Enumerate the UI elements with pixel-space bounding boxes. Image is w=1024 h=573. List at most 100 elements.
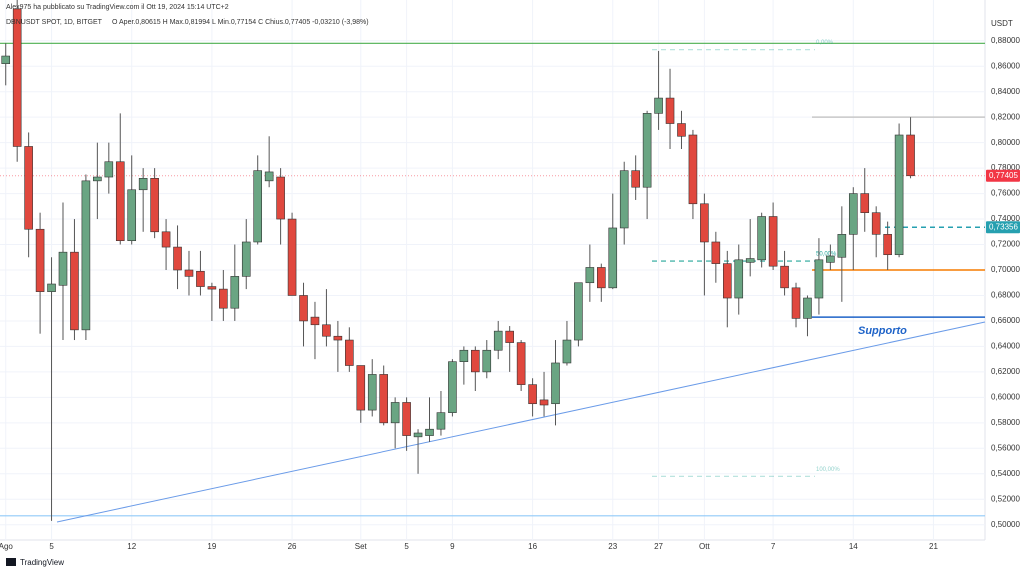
x-tick-label: Ott [699, 542, 710, 551]
x-tick-label: 14 [849, 542, 858, 551]
candle-body [665, 97, 675, 124]
trend-line [56, 321, 986, 523]
candle-body [848, 193, 858, 235]
y-tick-label: 0,58000 [991, 418, 1020, 427]
candle-body [379, 374, 388, 424]
y-tick-label: 0,54000 [991, 469, 1020, 478]
x-tick-label: 5 [49, 542, 54, 551]
candle-body [276, 176, 285, 220]
candle-body [1, 55, 11, 64]
candle-body [493, 330, 503, 351]
candle-body [333, 335, 343, 341]
brand: TradingView [20, 558, 64, 567]
y-tick-label: 0,78000 [991, 163, 1020, 172]
candle-body [722, 263, 732, 299]
candle-body [906, 134, 915, 177]
x-tick-label: 5 [404, 542, 409, 551]
y-tick-label: 0,82000 [991, 112, 1020, 121]
candle-body [196, 270, 205, 287]
y-tick-label: 0,52000 [991, 494, 1020, 503]
candle-body [505, 330, 514, 343]
candle-body [184, 269, 194, 277]
y-tick-label: 0,50000 [991, 520, 1020, 529]
y-tick-label: 0,66000 [991, 316, 1020, 325]
candle-body [299, 295, 308, 322]
y-tick-label: 0,64000 [991, 342, 1020, 351]
x-tick-label: 21 [929, 542, 938, 551]
y-tick-label: 0,56000 [991, 443, 1020, 452]
fib-label: 50,00% [816, 252, 837, 258]
candle-body [745, 258, 755, 263]
candle-body [631, 170, 640, 188]
candle-body [837, 234, 847, 258]
y-tick-label: 0,70000 [991, 265, 1020, 274]
candle-body [791, 287, 801, 319]
y-tick-label: 0,80000 [991, 138, 1020, 147]
candle-body [219, 288, 228, 309]
y-tick-label: 0,86000 [991, 61, 1020, 70]
candle-body [574, 282, 583, 341]
candle-body [58, 251, 68, 286]
price-label: 0,73356 [989, 222, 1018, 231]
candle-body [70, 251, 79, 331]
y-tick-label: 0,72000 [991, 240, 1020, 249]
candle-body [12, 8, 22, 147]
candle-body [207, 286, 217, 290]
candle-body [93, 176, 102, 182]
candle-body [413, 432, 423, 438]
y-tick-label: 0,88000 [991, 36, 1020, 45]
candle-body [871, 212, 881, 235]
candle-body [367, 374, 377, 411]
candle-body [264, 171, 274, 182]
candle-body [448, 361, 457, 413]
x-tick-label: 9 [450, 542, 455, 551]
candles [1, 0, 915, 521]
candle-body [115, 161, 125, 242]
candle-body [287, 218, 297, 296]
candle-body [619, 170, 629, 229]
candle-body [35, 228, 45, 292]
y-tick-label: 0,76000 [991, 189, 1020, 198]
x-tick-label: 26 [288, 542, 297, 551]
fib-label: 0,00% [816, 40, 834, 46]
candle-body [241, 241, 251, 277]
x-tick-label: 7 [771, 542, 776, 551]
candle-body [860, 193, 870, 213]
price-label-box [986, 221, 1020, 234]
candle-body [127, 189, 137, 242]
candle-body [608, 227, 618, 289]
y-tick-label: 0,84000 [991, 87, 1020, 96]
x-tick-label: 19 [207, 542, 216, 551]
candle-body [322, 324, 331, 337]
candle-body [47, 283, 56, 292]
candle-body [24, 146, 33, 230]
y-tick-label: 0,74000 [991, 214, 1020, 223]
candle-body [150, 178, 159, 233]
x-tick-label: 12 [127, 542, 136, 551]
candle-body [471, 349, 480, 373]
candle-body [482, 349, 492, 373]
symbol: DBNUSDT SPOT, 1D, BITGET [6, 19, 103, 26]
price-label-box [986, 169, 1020, 182]
candle-body [894, 134, 904, 256]
candle-body [642, 113, 652, 188]
candle-body [173, 246, 182, 271]
candle-body [677, 123, 686, 137]
currency: USDT [991, 19, 1013, 28]
candle-body [425, 428, 434, 436]
candle-body [528, 384, 537, 405]
support-label: Supporto [858, 325, 907, 337]
x-tick-label: 23 [608, 542, 617, 551]
candle-body [814, 259, 824, 299]
candle-body [826, 255, 835, 263]
candle-body [436, 412, 446, 430]
candle-body [402, 402, 411, 436]
ohlc-line: O Aper.0,80615 H Max.0,81994 L Min.0,771… [112, 19, 369, 26]
x-tick-label: 27 [654, 542, 663, 551]
x-tick-label: Set [355, 542, 368, 551]
candle-body [539, 399, 549, 406]
x-tick-label: Ago [0, 542, 13, 551]
y-tick-label: 0,62000 [991, 367, 1020, 376]
